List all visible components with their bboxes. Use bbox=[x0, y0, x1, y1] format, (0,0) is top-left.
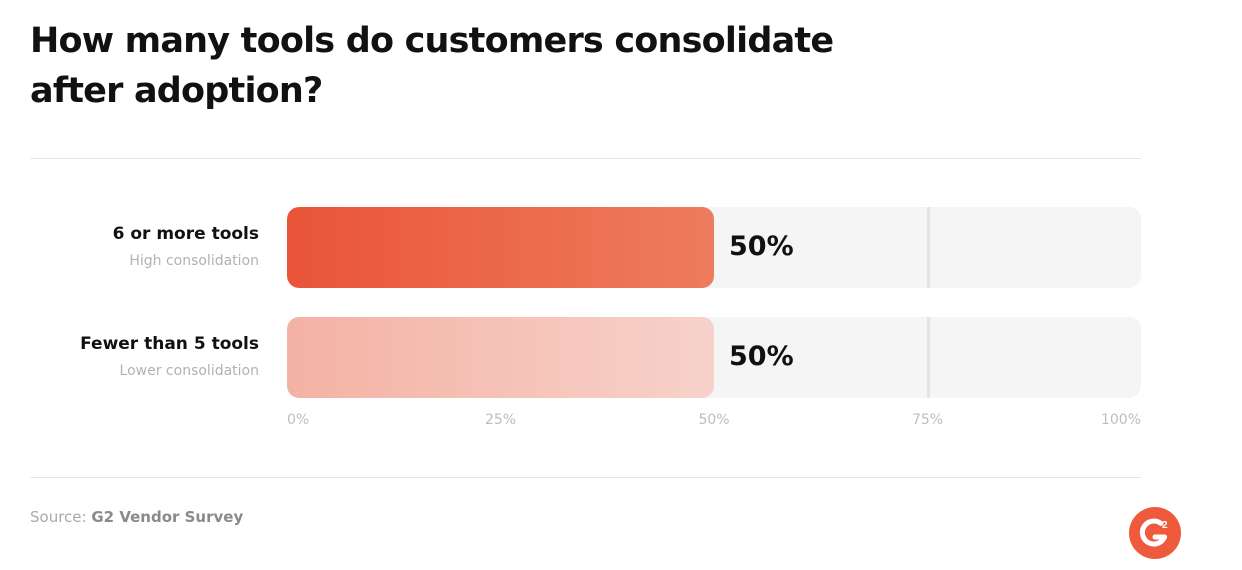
category-subtitle: Lower consolidation bbox=[119, 363, 259, 379]
bar-track-2: 50% bbox=[287, 317, 1141, 398]
category-label-1: 6 or more tools High consolidation bbox=[113, 223, 259, 271]
gridline-75 bbox=[926, 317, 930, 398]
bar-track-1: 50% bbox=[287, 207, 1141, 288]
chart-title: How many tools do customers consolidate … bbox=[30, 21, 834, 111]
x-tick-label: 100% bbox=[1100, 412, 1141, 428]
x-tick-label: 50% bbox=[698, 412, 730, 428]
category-subtitle: High consolidation bbox=[129, 253, 259, 269]
source-note: Source: G2 Vendor Survey bbox=[30, 508, 243, 526]
g2-logo-icon: 2 bbox=[1129, 507, 1181, 559]
svg-text:2: 2 bbox=[1162, 520, 1168, 531]
data-label-2: 50% bbox=[729, 341, 794, 372]
category-name: Fewer than 5 tools bbox=[80, 334, 259, 354]
gridline-75 bbox=[926, 207, 930, 288]
x-tick-label: 0% bbox=[287, 412, 310, 428]
divider-top bbox=[30, 158, 1141, 159]
x-tick-label: 25% bbox=[484, 412, 517, 428]
source-name: G2 Vendor Survey bbox=[91, 508, 244, 526]
data-label-1: 50% bbox=[729, 231, 794, 262]
category-label-2: Fewer than 5 tools Lower consolidation bbox=[80, 333, 259, 381]
category-name: 6 or more tools bbox=[112, 224, 259, 244]
bar-series-2 bbox=[287, 317, 714, 398]
bar-series-1 bbox=[287, 207, 714, 288]
divider-bottom bbox=[30, 477, 1141, 478]
source-prefix: Source: bbox=[30, 508, 87, 526]
x-tick-label: 75% bbox=[911, 412, 944, 428]
